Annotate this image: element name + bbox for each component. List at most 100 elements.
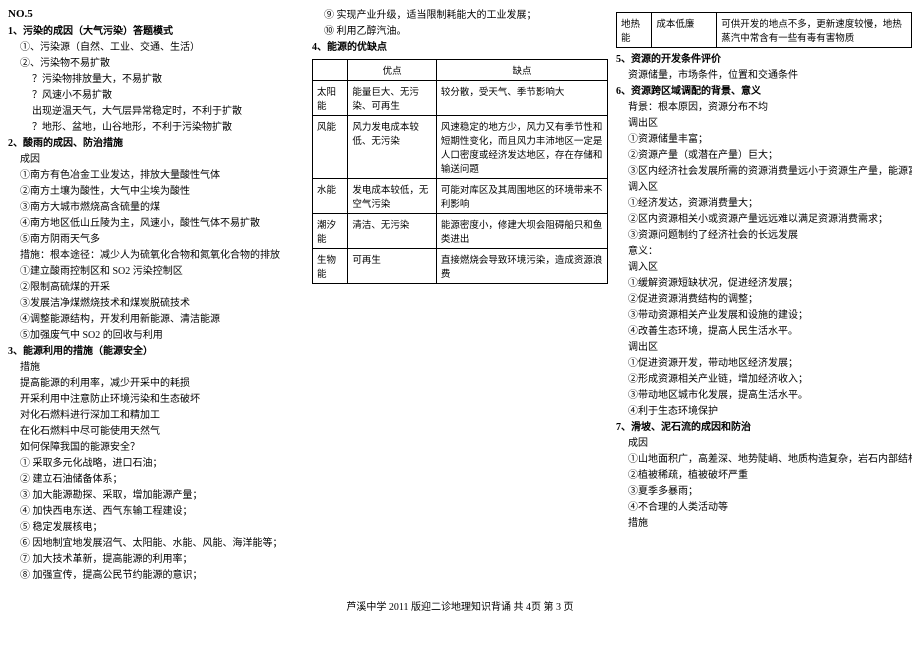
- s6-sig: 意义：: [616, 244, 912, 259]
- s3-item: ⑥ 因地制宜地发展沼气、太阳能、水能、风能、海洋能等；: [8, 536, 304, 551]
- s3-item: ④ 加快西电东送、西气东输工程建设；: [8, 504, 304, 519]
- s6-insigitem: ④改善生态环境，提高人民生活水平。: [616, 324, 912, 339]
- s4-title: 4、能源的优缺点: [312, 40, 608, 55]
- table-row: 潮汐能 清洁、无污染 能源密度小，修建大坝会阻碍船只和鱼类进出: [313, 214, 608, 249]
- s3-item: ⑦ 加大技术革新，提高能源的利用率；: [8, 552, 304, 567]
- s3-title: 3、能源利用的措施（能源安全）: [8, 344, 304, 359]
- s6-outsigitem: ③带动地区城市化发展，提高生活水平。: [616, 388, 912, 403]
- s7-citem: ③夏季多暴雨；: [616, 484, 912, 499]
- s2-citem: ④南方地区低山丘陵为主，风速小，酸性气体不易扩散: [8, 216, 304, 231]
- s7-citem: ④不合理的人类活动等: [616, 500, 912, 515]
- s6-outitem: ①资源储量丰富；: [616, 132, 912, 147]
- s2-citem: ③南方大城市燃烧高含硫量的煤: [8, 200, 304, 215]
- s6-insigitem: ②促进资源消费结构的调整；: [616, 292, 912, 307]
- s6-outitem: ②资源产量（或潜在产量）巨大；: [616, 148, 912, 163]
- s6-initem: ②区内资源相关小或资源产量远远难以满足资源消费需求；: [616, 212, 912, 227]
- s7-cause: 成因: [616, 436, 912, 451]
- s1-item: ？污染物排放量大，不易扩散: [8, 72, 304, 87]
- energy-table: 优点 缺点 太阳能 能量巨大、无污染、可再生 较分散，受天气、季节影响大 风能 …: [312, 59, 608, 284]
- s5-title: 5、资源的开发条件评价: [616, 52, 912, 67]
- row-dis: 直接燃烧会导致环境污染，造成资源浪费: [436, 249, 607, 284]
- no5-label: NO.5: [8, 8, 304, 20]
- s2-mitem: ②限制高硫煤的开采: [8, 280, 304, 295]
- s3-item: 提高能源的利用率，减少开采中的耗损: [8, 376, 304, 391]
- row-name: 水能: [313, 179, 348, 214]
- row-dis: 可供开发的地点不多，更新速度较慢，地热蒸汽中常含有一些有毒有害物质: [717, 13, 912, 48]
- column-1: NO.5 1、污染的成因（大气污染）答题模式 ①、污染源（自然、工业、交通、生活…: [8, 8, 304, 584]
- s2-mitem: ③发展洁净煤燃烧技术和煤炭脱硫技术: [8, 296, 304, 311]
- s6-title: 6、资源跨区域调配的背景、意义: [616, 84, 912, 99]
- table-row: 太阳能 能量巨大、无污染、可再生 较分散，受天气、季节影响大: [313, 81, 608, 116]
- row-name: 风能: [313, 116, 348, 179]
- s3-item: 开采利用中注意防止环境污染和生态破坏: [8, 392, 304, 407]
- s1-item: ？风速小不易扩散: [8, 88, 304, 103]
- s6-initem: ①经济发达，资源消费量大；: [616, 196, 912, 211]
- row-dis: 较分散，受天气、季节影响大: [436, 81, 607, 116]
- s2-citem: ⑤南方阴雨天气多: [8, 232, 304, 247]
- row-adv: 发电成本较低，无空气污染: [348, 179, 437, 214]
- row-adv: 清洁、无污染: [348, 214, 437, 249]
- page-footer: 芦溪中学 2011 版迎二诊地理知识背诵 共 4页 第 3 页: [8, 594, 912, 613]
- row-name: 潮汐能: [313, 214, 348, 249]
- page-three-columns: NO.5 1、污染的成因（大气污染）答题模式 ①、污染源（自然、工业、交通、生活…: [8, 8, 912, 584]
- s3-item: ⑤ 稳定发展核电；: [8, 520, 304, 535]
- s2-mitem: ⑤加强废气中 SO2 的回收与利用: [8, 328, 304, 343]
- s6-insigitem: ①缓解资源短缺状况，促进经济发展；: [616, 276, 912, 291]
- table-row: 水能 发电成本较低，无空气污染 可能对库区及其周围地区的环境带来不利影响: [313, 179, 608, 214]
- th-dis: 缺点: [436, 60, 607, 81]
- s2-mitem: ④调整能源结构，开发利用新能源、清洁能源: [8, 312, 304, 327]
- s1-item: 出现逆温天气，大气层异常稳定时，不利于扩散: [8, 104, 304, 119]
- s1-item: ②、污染物不易扩散: [8, 56, 304, 71]
- s1-title: 1、污染的成因（大气污染）答题模式: [8, 24, 304, 39]
- s7-citem: ①山地面积广，高差深、地势陡峭、地质构造复杂，岩石内部结构松软；: [616, 452, 912, 467]
- s1-item: ？地形、盆地，山谷地形，不利于污染物扩散: [8, 120, 304, 135]
- s7-measure: 措施: [616, 516, 912, 531]
- s3-measure: 措施: [8, 360, 304, 375]
- table-row: 风能 风力发电成本较低、无污染 风速稳定的地方少，风力又有季节性和短期性变化，而…: [313, 116, 608, 179]
- s3-item: ① 采取多元化战略，进口石油；: [8, 456, 304, 471]
- s2-cause: 成因: [8, 152, 304, 167]
- s6-outsigitem: ②形成资源相关产业链，增加经济收入；: [616, 372, 912, 387]
- s2-citem: ①南方有色冶金工业发达，排放大量酸性气体: [8, 168, 304, 183]
- row-name: 太阳能: [313, 81, 348, 116]
- s2-citem: ②南方土壤为酸性，大气中尘埃为酸性: [8, 184, 304, 199]
- s3-item: ③ 加大能源勘探、采取，增加能源产量；: [8, 488, 304, 503]
- row-adv: 可再生: [348, 249, 437, 284]
- s2-title: 2、酸雨的成因、防治措施: [8, 136, 304, 151]
- s3-item: 如何保障我国的能源安全？: [8, 440, 304, 455]
- row-adv: 能量巨大、无污染、可再生: [348, 81, 437, 116]
- s6-outsigitem: ①促进资源开发，带动地区经济发展；: [616, 356, 912, 371]
- column-3: 地热能 成本低廉 可供开发的地点不多，更新速度较慢，地热蒸汽中常含有一些有毒有害…: [616, 8, 912, 584]
- s6-insig: 调入区: [616, 260, 912, 275]
- s7-title: 7、滑坡、泥石流的成因和防治: [616, 420, 912, 435]
- s6-outsig: 调出区: [616, 340, 912, 355]
- s3-item: 对化石燃料进行深加工和精加工: [8, 408, 304, 423]
- s1-item: ①、污染源（自然、工业、交通、生活）: [8, 40, 304, 55]
- s3-item: ② 建立石油储备体系；: [8, 472, 304, 487]
- table-row: 生物能 可再生 直接燃烧会导致环境污染，造成资源浪费: [313, 249, 608, 284]
- s6-initem: ③资源问题制约了经济社会的长远发展: [616, 228, 912, 243]
- s7-citem: ②植被稀疏，植被破坏严重: [616, 468, 912, 483]
- s3-item: ⑧ 加强宣传，提高公民节约能源的意识；: [8, 568, 304, 583]
- energy-table-cont: 地热能 成本低廉 可供开发的地点不多，更新速度较慢，地热蒸汽中常含有一些有毒有害…: [616, 12, 912, 48]
- row-adv: 风力发电成本较低、无污染: [348, 116, 437, 179]
- s6-outsigitem: ④利于生态环境保护: [616, 404, 912, 419]
- row-dis: 能源密度小，修建大坝会阻碍船只和鱼类进出: [436, 214, 607, 249]
- col2-topline: ⑨ 实现产业升级，适当限制耗能大的工业发展；: [312, 8, 608, 23]
- col2-topline: ⑩ 利用乙醇汽油。: [312, 24, 608, 39]
- column-2: ⑨ 实现产业升级，适当限制耗能大的工业发展； ⑩ 利用乙醇汽油。 4、能源的优缺…: [312, 8, 608, 584]
- th-adv: 优点: [348, 60, 437, 81]
- th-blank: [313, 60, 348, 81]
- s6-in: 调入区: [616, 180, 912, 195]
- s3-item: 在化石燃料中尽可能使用天然气: [8, 424, 304, 439]
- table-header-row: 优点 缺点: [313, 60, 608, 81]
- s2-measure: 措施：根本途径：减少人为硫氧化合物和氮氧化合物的排放: [8, 248, 304, 263]
- s6-bg: 背景：根本原因，资源分布不均: [616, 100, 912, 115]
- s6-outitem: ③区内经济社会发展所需的资源消费量远小于资源生产量，能源富裕多；: [616, 164, 912, 179]
- s2-mitem: ①建立酸雨控制区和 SO2 污染控制区: [8, 264, 304, 279]
- s6-insigitem: ③带动资源相关产业发展和设施的建设；: [616, 308, 912, 323]
- row-name: 生物能: [313, 249, 348, 284]
- s6-out: 调出区: [616, 116, 912, 131]
- row-name: 地热能: [617, 13, 652, 48]
- table-row: 地热能 成本低廉 可供开发的地点不多，更新速度较慢，地热蒸汽中常含有一些有毒有害…: [617, 13, 912, 48]
